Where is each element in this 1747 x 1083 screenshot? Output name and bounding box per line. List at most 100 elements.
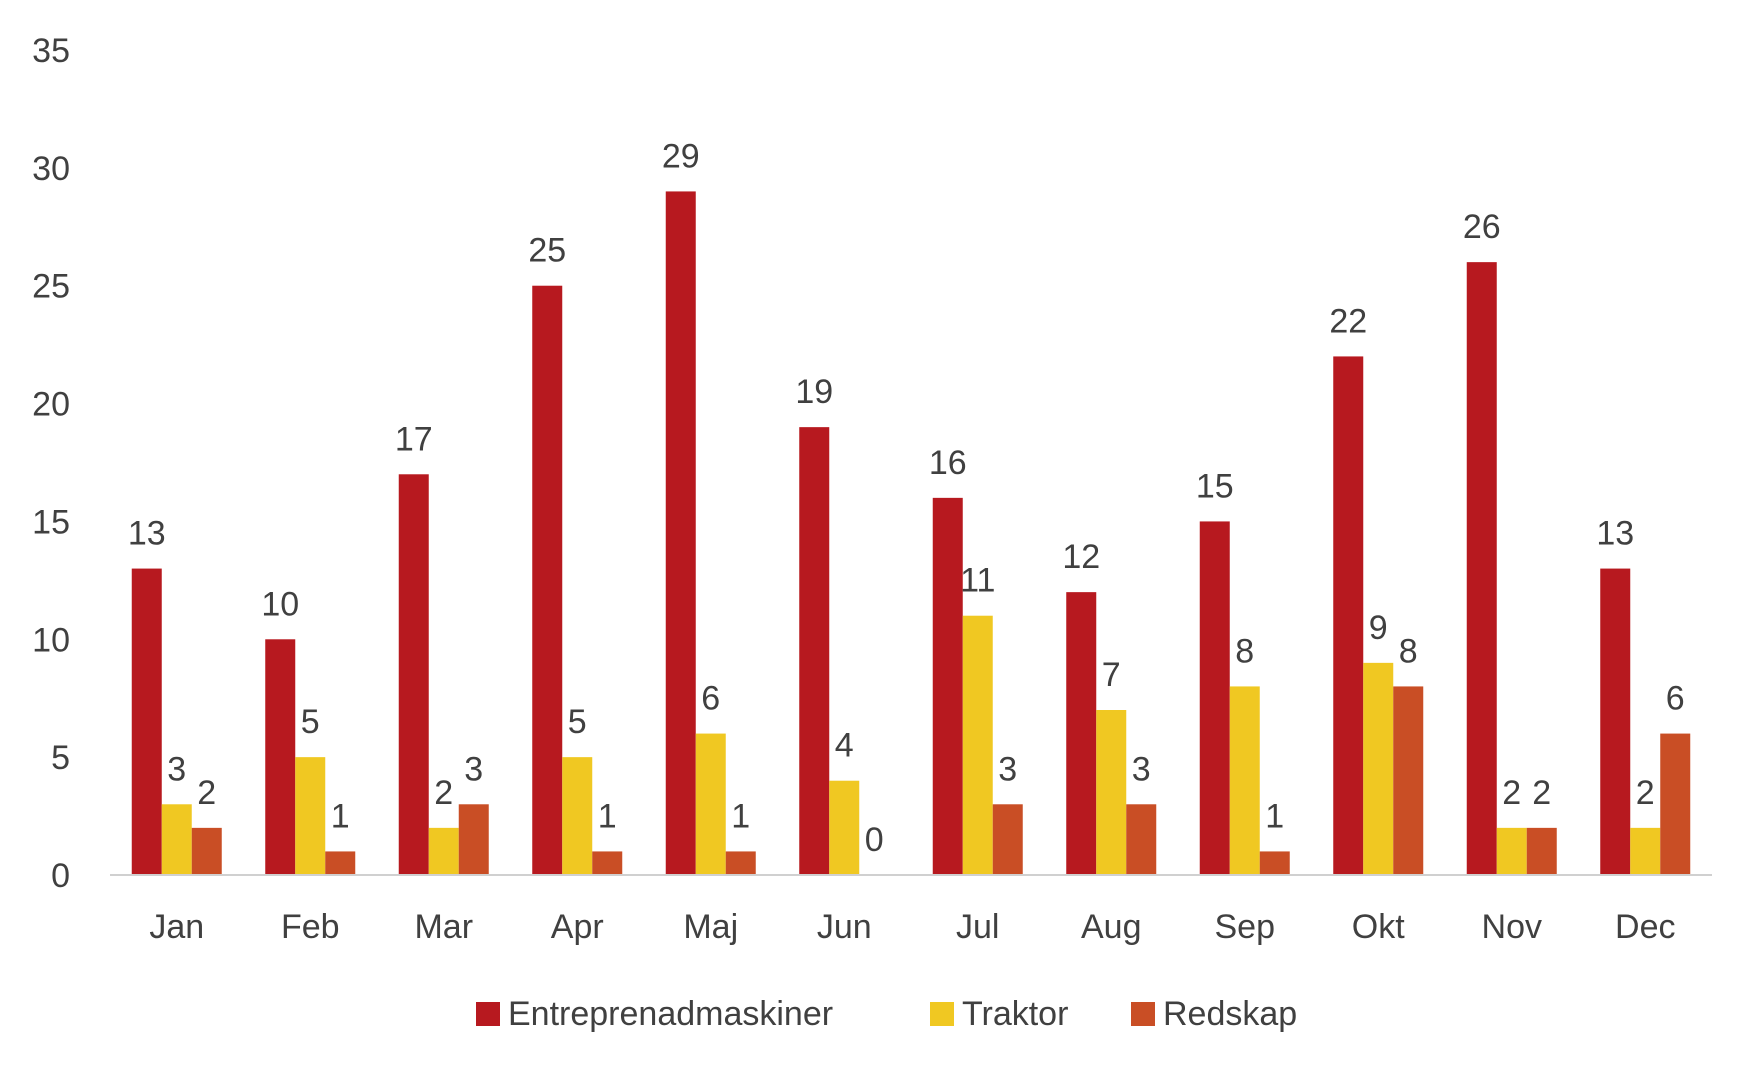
x-tick-label-okt: Okt bbox=[1352, 908, 1405, 946]
bar-entreprenadmaskiner-apr[interactable] bbox=[532, 285, 563, 875]
bars bbox=[131, 191, 1691, 876]
legend-item-entreprenadmaskiner[interactable]: Entreprenadmaskiner bbox=[476, 995, 833, 1033]
x-tick-label-mar: Mar bbox=[414, 908, 473, 946]
data-label: 8 bbox=[1235, 632, 1254, 670]
bar-traktor-apr[interactable] bbox=[562, 757, 593, 875]
bar-redskap-sep[interactable] bbox=[1259, 851, 1290, 875]
data-label: 6 bbox=[701, 680, 720, 718]
bar-entreprenadmaskiner-jul[interactable] bbox=[932, 497, 963, 875]
bar-traktor-maj[interactable] bbox=[695, 733, 726, 875]
x-tick-label-dec: Dec bbox=[1615, 908, 1675, 946]
data-label: 13 bbox=[1596, 515, 1634, 553]
bar-entreprenadmaskiner-sep[interactable] bbox=[1199, 521, 1230, 875]
bar-redskap-jan[interactable] bbox=[191, 827, 222, 875]
bar-traktor-aug[interactable] bbox=[1096, 710, 1127, 875]
data-label: 16 bbox=[929, 444, 967, 482]
x-tick-label-maj: Maj bbox=[683, 908, 738, 946]
bar-entreprenadmaskiner-mar[interactable] bbox=[398, 474, 429, 875]
data-label: 13 bbox=[128, 515, 166, 553]
bar-redskap-feb[interactable] bbox=[325, 851, 356, 875]
bar-entreprenadmaskiner-jun[interactable] bbox=[799, 427, 830, 875]
bar-redskap-apr[interactable] bbox=[592, 851, 623, 875]
x-tick-label-apr: Apr bbox=[551, 908, 604, 946]
data-label: 3 bbox=[998, 750, 1017, 788]
data-label: 10 bbox=[261, 585, 299, 623]
bar-entreprenadmaskiner-nov[interactable] bbox=[1466, 262, 1497, 876]
legend-label: Traktor bbox=[962, 995, 1068, 1033]
y-tick-label: 20 bbox=[32, 386, 70, 424]
bar-traktor-feb[interactable] bbox=[295, 757, 326, 875]
bar-redskap-jul[interactable] bbox=[992, 804, 1023, 875]
data-label: 29 bbox=[662, 137, 700, 175]
data-label: 22 bbox=[1329, 302, 1367, 340]
data-label: 19 bbox=[795, 373, 833, 411]
x-tick-label-jul: Jul bbox=[956, 908, 999, 946]
bar-entreprenadmaskiner-dec[interactable] bbox=[1600, 568, 1631, 875]
bar-traktor-dec[interactable] bbox=[1630, 827, 1661, 875]
legend-item-redskap[interactable]: Redskap bbox=[1131, 995, 1297, 1033]
bar-traktor-jan[interactable] bbox=[161, 804, 192, 875]
y-tick-label: 10 bbox=[32, 621, 70, 659]
data-label: 1 bbox=[1265, 797, 1284, 835]
bar-entreprenadmaskiner-jan[interactable] bbox=[131, 568, 162, 875]
data-label: 2 bbox=[197, 774, 216, 812]
data-label: 8 bbox=[1399, 632, 1418, 670]
legend-label: Entreprenadmaskiner bbox=[508, 995, 833, 1033]
x-tick-label-feb: Feb bbox=[281, 908, 340, 946]
bar-traktor-jul[interactable] bbox=[962, 615, 993, 875]
data-label: 2 bbox=[434, 774, 453, 812]
bar-traktor-mar[interactable] bbox=[428, 827, 459, 875]
x-tick-label-sep: Sep bbox=[1215, 908, 1276, 946]
data-labels: 1332105117232551296119401611312731581229… bbox=[128, 137, 1685, 859]
bar-entreprenadmaskiner-feb[interactable] bbox=[265, 639, 296, 875]
bar-traktor-jun[interactable] bbox=[829, 780, 860, 875]
data-label: 2 bbox=[1636, 774, 1655, 812]
data-label: 3 bbox=[1132, 750, 1151, 788]
data-label: 4 bbox=[835, 727, 854, 765]
bar-redskap-mar[interactable] bbox=[458, 804, 489, 875]
bar-traktor-nov[interactable] bbox=[1496, 827, 1527, 875]
data-label: 2 bbox=[1502, 774, 1521, 812]
data-label: 3 bbox=[464, 750, 483, 788]
legend[interactable]: Entreprenadmaskiner Traktor Redskap bbox=[476, 995, 1297, 1033]
x-tick-label-jan: Jan bbox=[149, 908, 204, 946]
data-label: 1 bbox=[731, 797, 750, 835]
data-label: 12 bbox=[1062, 538, 1100, 576]
y-axis: 0 5 10 15 20 25 30 35 bbox=[32, 32, 70, 895]
bar-redskap-aug[interactable] bbox=[1126, 804, 1157, 875]
bar-entreprenadmaskiner-okt[interactable] bbox=[1333, 356, 1364, 875]
bar-redskap-maj[interactable] bbox=[725, 851, 756, 875]
data-label: 11 bbox=[960, 562, 995, 600]
data-label: 0 bbox=[865, 821, 884, 859]
bar-entreprenadmaskiner-maj[interactable] bbox=[665, 191, 696, 875]
data-label: 15 bbox=[1196, 467, 1234, 505]
data-label: 6 bbox=[1666, 680, 1685, 718]
x-tick-label-nov: Nov bbox=[1482, 908, 1542, 946]
y-tick-label: 35 bbox=[32, 32, 70, 70]
data-label: 25 bbox=[528, 232, 566, 270]
data-label: 5 bbox=[568, 703, 587, 741]
data-label: 2 bbox=[1532, 774, 1551, 812]
y-tick-label: 25 bbox=[32, 268, 70, 306]
legend-swatch bbox=[1131, 1002, 1155, 1026]
bar-redskap-nov[interactable] bbox=[1526, 827, 1557, 875]
data-label: 9 bbox=[1369, 609, 1388, 647]
legend-item-traktor[interactable]: Traktor bbox=[930, 995, 1068, 1033]
legend-swatch bbox=[476, 1002, 500, 1026]
data-label: 5 bbox=[301, 703, 320, 741]
bar-entreprenadmaskiner-aug[interactable] bbox=[1066, 592, 1097, 875]
data-label: 17 bbox=[395, 420, 433, 458]
data-label: 7 bbox=[1102, 656, 1121, 694]
bar-traktor-sep[interactable] bbox=[1229, 686, 1260, 875]
x-tick-label-aug: Aug bbox=[1081, 908, 1142, 946]
bar-redskap-dec[interactable] bbox=[1660, 733, 1691, 875]
data-label: 1 bbox=[598, 797, 617, 835]
bar-redskap-okt[interactable] bbox=[1393, 686, 1424, 875]
data-label: 26 bbox=[1463, 208, 1501, 246]
y-tick-label: 5 bbox=[51, 739, 70, 777]
x-axis: Jan Feb Mar Apr Maj Jun Jul Aug Sep Okt Nov Dec bbox=[110, 874, 1712, 946]
data-label: 3 bbox=[167, 750, 186, 788]
bar-traktor-okt[interactable] bbox=[1363, 662, 1394, 875]
